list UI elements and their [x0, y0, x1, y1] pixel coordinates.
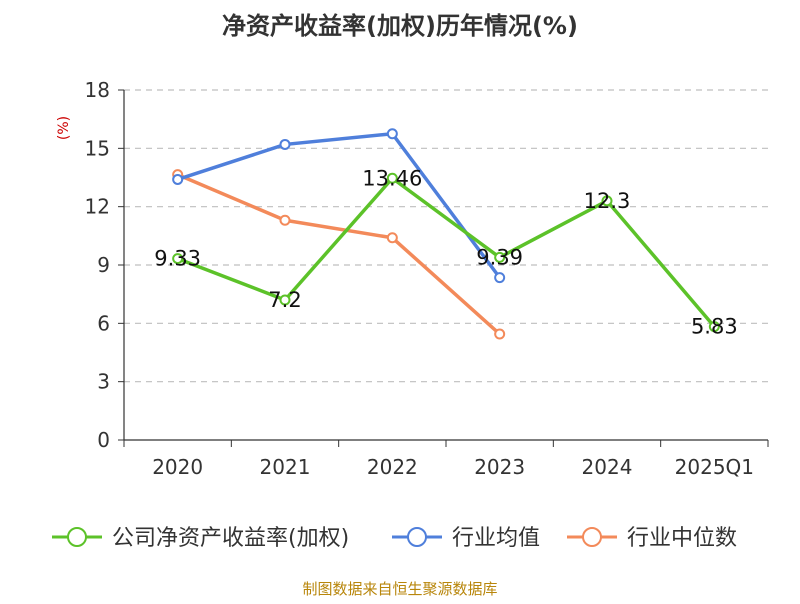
series-line [175, 176, 717, 329]
data-point [386, 128, 398, 140]
series-line [175, 132, 502, 280]
data-point [386, 232, 398, 244]
y-tick-label: 3 [97, 370, 110, 394]
legend: 公司净资产收益率(加权) 行业均值 行业中位数 [52, 526, 737, 551]
data-label: 9.33 [154, 247, 201, 271]
x-tick-label: 2025Q1 [675, 455, 754, 479]
y-tick-label: 0 [97, 428, 110, 452]
data-label: 7.2 [268, 288, 301, 312]
y-tick-label: 15 [85, 136, 110, 160]
legend-marker [407, 527, 427, 547]
data-point [494, 272, 506, 284]
y-tick-label: 12 [85, 195, 110, 219]
data-point [494, 328, 506, 340]
legend-item: 行业中位数 [567, 526, 737, 551]
legend-marker [582, 527, 602, 547]
data-point [172, 173, 184, 185]
legend-label: 公司净资产收益率(加权) [112, 526, 349, 551]
x-tick-label: 2023 [474, 455, 525, 479]
x-tick-label: 2024 [582, 455, 633, 479]
grid-layer [124, 89, 768, 383]
y-axis-label: (%) [56, 116, 72, 140]
x-tick-label: 2020 [152, 455, 203, 479]
data-point [494, 251, 506, 263]
legend-item: 行业均值 [392, 526, 540, 551]
y-tick-label: 6 [97, 311, 110, 335]
series-line [175, 172, 502, 336]
data-point [601, 195, 613, 207]
data-point [386, 172, 398, 184]
data-label: 5.83 [691, 315, 738, 339]
data-label: 9.39 [476, 245, 523, 269]
data-label: 12.3 [584, 189, 631, 213]
x-tick-label: 2021 [260, 455, 311, 479]
data-point [172, 253, 184, 265]
data-point [708, 321, 720, 333]
data-point [279, 214, 291, 226]
chart-title: 净资产收益率(加权)历年情况(%) [222, 12, 578, 40]
series-layer [172, 128, 720, 340]
data-point [279, 294, 291, 306]
source-note: 制图数据来自恒生聚源数据库 [302, 580, 497, 598]
data-label: 13.46 [362, 166, 422, 190]
legend-label: 行业均值 [452, 526, 540, 551]
legend-item: 公司净资产收益率(加权) [52, 526, 349, 551]
x-tick-label: 2022 [367, 455, 418, 479]
legend-label: 行业中位数 [627, 526, 737, 551]
legend-marker [67, 527, 87, 547]
data-label-layer: 9.33 7.2 13.46 9.39 12.3 5.83 [154, 166, 737, 338]
data-point [279, 138, 291, 150]
axis-layer: 0 3 6 9 12 15 18 2020 2021 2022 2023 2024 2025Q1 [85, 78, 769, 479]
y-tick-label: 9 [97, 253, 110, 277]
y-tick-label: 18 [85, 78, 110, 102]
